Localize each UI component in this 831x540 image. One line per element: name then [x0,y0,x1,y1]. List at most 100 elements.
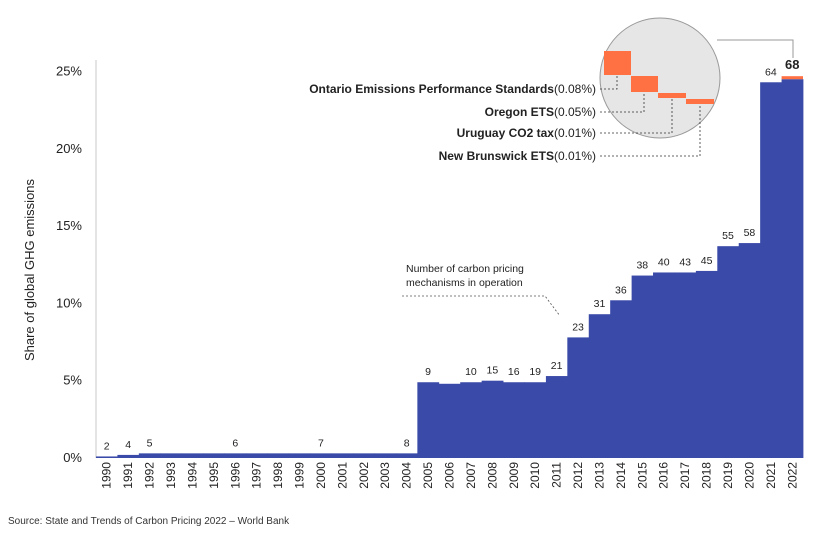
x-tick-label: 2005 [421,462,435,489]
x-tick-label: 1991 [121,462,135,489]
x-tick-label: 2010 [528,462,542,489]
mechanism-count-label: 15 [487,365,499,377]
mechanism-count-label: 10 [465,366,477,378]
source-note: Source: State and Trends of Carbon Prici… [8,516,290,527]
x-axis: 1990 1991 1992 1993 1994 1995 1996 1997 1998 1999… [100,462,800,489]
x-tick-label: 2013 [592,462,606,489]
area-bar-1997 [245,453,268,458]
mechanism-leader [600,75,618,90]
mechanism-count-label: 40 [658,256,670,268]
area-bar-2006 [438,383,461,458]
area-bar-2021 [760,82,782,458]
mechanism-label: Oregon ETS(0.05%) [485,105,596,119]
x-tick-label: 2006 [443,462,457,489]
x-tick-label: 2020 [742,462,756,489]
magnifier-circle [599,17,721,139]
annotation-leader [402,295,561,317]
new-mechanisms-highlight [781,76,803,80]
area-bar-2010 [524,382,547,458]
y-axis: 0% 5% 10% 15% 20% 25% [56,60,97,465]
x-tick-label: 1995 [207,462,221,489]
area-bar-1992 [138,453,161,458]
area-bar-1991 [117,454,140,458]
area-bar-2014 [610,300,632,458]
x-tick-label: 2012 [571,462,585,489]
area-bar-2018 [695,270,718,458]
x-tick-label: 2014 [614,462,628,489]
y-tick-label: 0% [63,450,82,465]
mechanism-leader [600,104,701,157]
x-tick-label: 1994 [185,462,199,489]
y-tick-label: 15% [56,218,82,233]
mechanism-count-label: 64 [765,66,777,78]
mechanism-label: New Brunswick ETS(0.01%) [439,149,596,163]
mechanism-leader [600,98,673,134]
x-tick-label: 2021 [764,462,778,489]
area-bar-1996 [224,453,247,458]
area-bar-1999 [288,453,311,458]
area-bar-2000 [310,453,333,458]
area-bar-2020 [738,243,761,458]
x-tick-label: 2000 [314,462,328,489]
mechanism-count-label: 45 [701,255,713,267]
mechanism-count-label: 31 [594,298,606,310]
mechanism-label: Uruguay CO2 tax(0.01%) [457,126,596,140]
mechanism-count-label: 6 [232,437,238,449]
y-tick-label: 10% [56,295,82,310]
mechanism-count-label: 5 [147,437,153,449]
x-tick-label: 2019 [721,462,735,489]
x-tick-label: 2011 [550,462,564,488]
mechanism-count-label: 38 [636,260,648,272]
x-tick-label: 2016 [657,462,671,489]
inset-step-ontario [604,51,631,75]
area-bar-1990 [96,456,118,458]
area-bar-2013 [588,314,611,458]
new-mechanisms-list: Ontario Emissions Performance Standards(… [309,75,701,163]
area-bar-1995 [203,453,225,458]
area-bar-2016 [653,272,675,458]
mechanism-count-label: 8 [404,437,410,449]
y-tick-label: 25% [56,63,82,78]
area-bar-2022 [781,79,804,458]
y-tick-label: 5% [63,373,82,388]
mechanism-count-label: 4 [125,439,131,451]
area-bar-2005 [417,382,440,458]
area-bar-2015 [631,275,654,458]
area-bar-1993 [160,453,183,458]
area-bar-2012 [567,337,590,458]
x-tick-label: 2002 [357,462,371,489]
area-bar-2008 [481,380,504,458]
x-tick-label: 2017 [678,462,692,489]
area-bar-2017 [674,272,697,458]
mechanisms-annotation: Number of carbon pricing mechanisms in o… [402,263,561,317]
mechanism-count-label: 16 [508,366,520,378]
mechanism-count-label: 2 [104,440,110,452]
area-bar-2011 [545,376,568,458]
inset-step-oregon [631,76,658,92]
x-tick-label: 1992 [143,462,157,489]
mechanism-count-label: 23 [572,321,584,333]
mechanism-count-label: 58 [744,227,756,239]
x-tick-label: 2018 [700,462,714,489]
annotation-line-2: mechanisms in operation [406,277,523,289]
mechanism-count-label: 9 [425,366,431,378]
area-bar-2001 [331,453,354,458]
inset-step-new-brunswick [686,99,714,104]
area-layer [96,76,804,458]
x-tick-label: 2022 [785,462,799,489]
x-tick-label: 2004 [400,462,414,489]
area-bar-2007 [460,382,483,458]
mechanism-count-label: 43 [679,256,691,268]
x-tick-label: 2007 [464,462,478,489]
mechanism-count-label: 19 [529,366,541,378]
area-bar-2003 [374,453,397,458]
mechanism-leader [600,92,645,113]
x-tick-label: 1999 [293,462,307,489]
annotation-line-1: Number of carbon pricing [406,263,524,275]
x-tick-label: 1998 [271,462,285,489]
y-tick-label: 20% [56,141,82,156]
mechanism-label: Ontario Emissions Performance Standards(… [309,82,596,96]
x-tick-label: 1990 [100,462,114,489]
